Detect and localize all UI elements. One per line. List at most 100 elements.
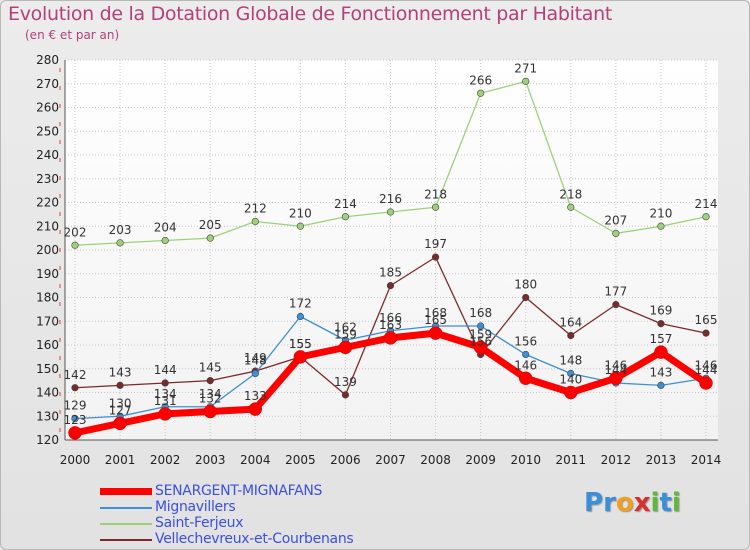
data-point (609, 371, 623, 385)
data-point (71, 415, 79, 423)
data-label: 127 (109, 403, 132, 417)
data-point (68, 426, 82, 440)
data-point (116, 239, 124, 247)
data-label: 133 (244, 389, 267, 403)
data-label: 155 (289, 337, 312, 351)
data-point (564, 385, 578, 400)
data-point (341, 213, 350, 221)
data-point (383, 331, 398, 345)
legend-swatch (100, 488, 152, 495)
data-label: 130 (109, 396, 132, 410)
x-tick-label: 2003 (195, 453, 226, 467)
data-point (702, 329, 710, 337)
data-point (116, 381, 124, 389)
data-point (567, 331, 575, 340)
data-point (71, 384, 79, 392)
data-label: 144 (154, 363, 177, 377)
data-point (567, 203, 575, 211)
chart-subtitle: (en € et par an) (25, 28, 120, 42)
data-label: 165 (695, 313, 718, 327)
y-tick-label: 180 (36, 291, 59, 305)
data-label: 169 (649, 304, 672, 318)
x-tick-label: 2008 (420, 453, 451, 467)
data-label: 143 (109, 365, 132, 379)
y-tick-label: 270 (36, 77, 59, 91)
data-label: 216 (379, 192, 402, 206)
data-point (161, 379, 169, 387)
y-tick-label: 250 (36, 124, 59, 138)
data-label: 146 (695, 358, 718, 372)
data-point (522, 77, 530, 85)
data-label: 155 (289, 337, 312, 351)
data-label: 148 (244, 354, 267, 368)
data-label: 156 (514, 335, 537, 349)
data-label: 134 (154, 387, 177, 401)
legend-swatch (100, 522, 152, 525)
data-label: 166 (379, 311, 402, 325)
data-label: 156 (469, 335, 492, 349)
y-tick-label: 150 (36, 362, 59, 376)
data-label: 134 (199, 387, 222, 401)
data-label: 168 (469, 306, 492, 320)
data-point (657, 381, 665, 389)
data-point (431, 203, 440, 211)
chart-title: Evolution de la Dotation Globale de Fonc… (8, 3, 613, 25)
data-label: 197 (424, 237, 447, 251)
data-label: 123 (64, 413, 87, 427)
y-tick-label: 210 (36, 219, 59, 233)
data-point (428, 326, 443, 340)
data-point (473, 340, 488, 355)
data-label: 146 (514, 358, 537, 372)
data-label: 210 (289, 206, 312, 220)
data-label: 207 (604, 213, 627, 227)
y-tick-label: 200 (36, 243, 59, 257)
data-point (386, 282, 395, 290)
x-tick-label: 2005 (285, 453, 316, 467)
legend-swatch (100, 506, 152, 509)
data-point (251, 369, 259, 378)
data-label: 172 (289, 297, 312, 311)
data-point (206, 234, 214, 242)
data-label: 205 (199, 218, 222, 232)
data-point (386, 208, 395, 216)
data-label: 132 (199, 392, 222, 406)
data-label: 145 (199, 361, 222, 375)
data-label: 157 (649, 332, 672, 346)
x-tick-label: 2001 (105, 453, 136, 467)
y-tick-label: 280 (36, 53, 59, 67)
data-point (522, 350, 530, 359)
data-point (296, 222, 304, 230)
y-tick-label: 260 (36, 101, 59, 115)
data-label: 214 (334, 197, 357, 211)
y-tick-label: 230 (36, 172, 59, 186)
y-tick-label: 170 (36, 314, 59, 328)
data-point (522, 293, 530, 302)
data-label: 168 (424, 306, 447, 320)
data-label: 203 (109, 223, 132, 237)
y-tick-label: 130 (36, 409, 59, 423)
data-label: 148 (559, 354, 582, 368)
data-point (251, 217, 259, 226)
x-tick-label: 2002 (150, 453, 181, 467)
data-point (477, 322, 485, 330)
y-tick-label: 120 (36, 433, 59, 447)
x-tick-label: 2010 (510, 453, 541, 467)
y-tick-label: 190 (36, 267, 59, 281)
data-label: 271 (514, 61, 537, 75)
data-point (248, 402, 263, 416)
data-point (293, 350, 308, 364)
data-point (338, 340, 353, 355)
data-label: 142 (64, 368, 87, 382)
legend-label: Saint-Ferjeux (155, 515, 244, 531)
data-label: 129 (64, 399, 87, 413)
data-label: 185 (379, 266, 402, 280)
data-point (296, 312, 304, 321)
x-tick-label: 2013 (646, 453, 677, 467)
legend-label: Mignavillers (155, 499, 236, 515)
proxiti-logo: Proxiti (584, 488, 681, 518)
data-point (702, 213, 710, 221)
data-point (612, 229, 620, 237)
data-point (567, 369, 575, 378)
data-label: 180 (514, 278, 537, 292)
data-point (113, 416, 127, 431)
